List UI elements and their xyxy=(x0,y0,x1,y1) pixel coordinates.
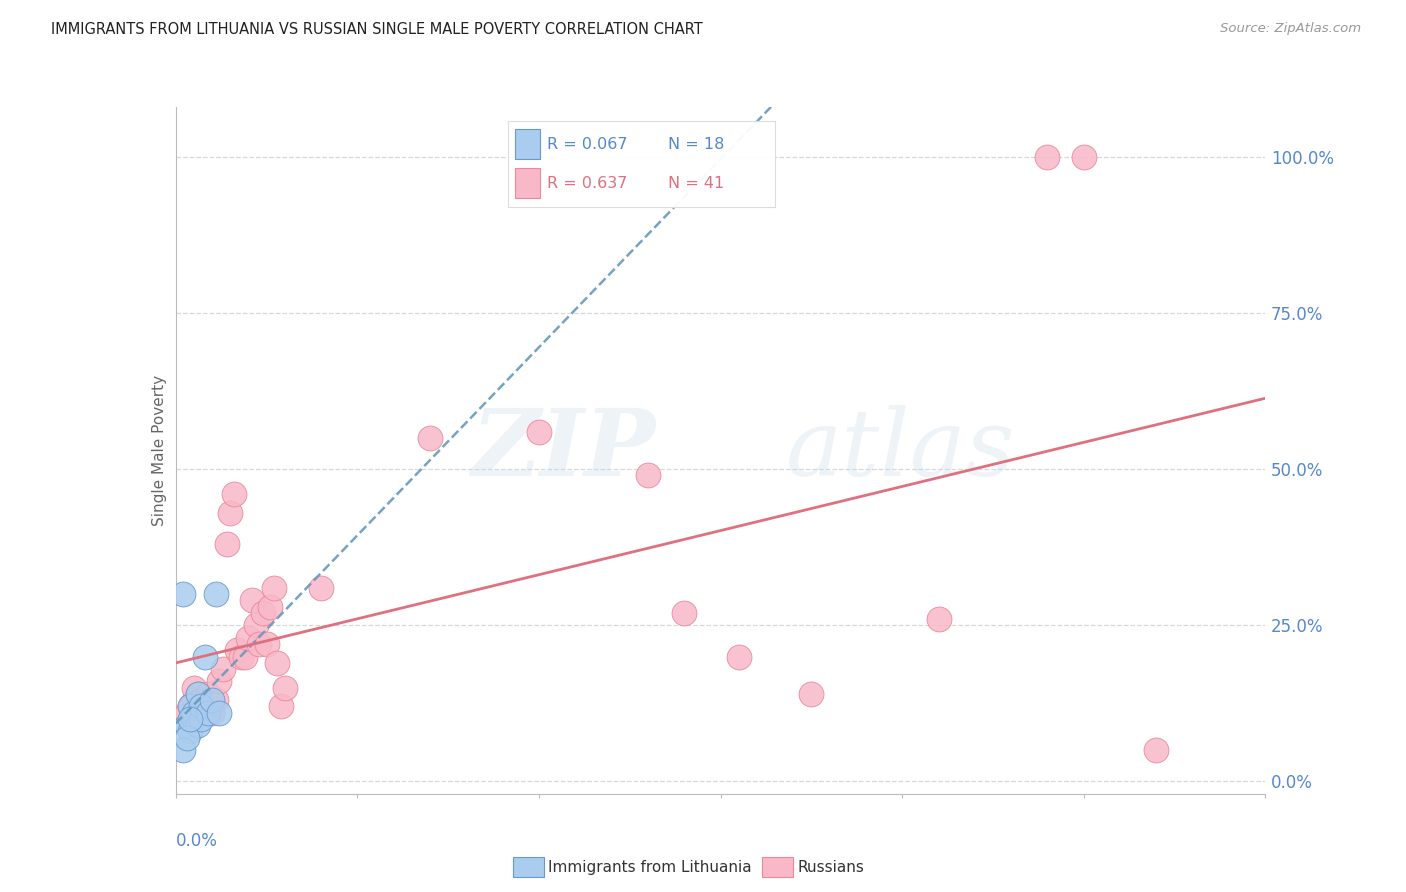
Point xyxy=(186,687,209,701)
Point xyxy=(194,649,217,664)
Text: Russians: Russians xyxy=(797,860,865,874)
Text: IMMIGRANTS FROM LITHUANIA VS RUSSIAN SINGLE MALE POVERTY CORRELATION CHART: IMMIGRANTS FROM LITHUANIA VS RUSSIAN SIN… xyxy=(51,22,703,37)
Point xyxy=(176,731,198,745)
Point xyxy=(527,425,550,439)
Point xyxy=(176,706,198,720)
Point xyxy=(247,637,270,651)
Point xyxy=(637,468,659,483)
Point xyxy=(204,587,226,601)
Point xyxy=(186,718,209,732)
Point xyxy=(179,712,201,726)
Text: atlas: atlas xyxy=(786,406,1015,495)
Text: Immigrants from Lithuania: Immigrants from Lithuania xyxy=(548,860,752,874)
Point xyxy=(212,662,235,676)
Point xyxy=(1146,743,1168,757)
Point xyxy=(215,537,238,551)
Point xyxy=(183,706,205,720)
Point xyxy=(263,581,285,595)
Point xyxy=(172,587,194,601)
Point xyxy=(226,643,249,657)
Point xyxy=(1073,150,1095,164)
Point xyxy=(673,606,696,620)
Point xyxy=(176,718,198,732)
Point xyxy=(183,693,205,707)
Point xyxy=(190,712,212,726)
Point xyxy=(179,724,201,739)
Point xyxy=(240,593,263,607)
Point xyxy=(190,693,212,707)
Text: 0.0%: 0.0% xyxy=(176,831,218,850)
Point xyxy=(245,618,267,632)
Point xyxy=(270,699,292,714)
Point xyxy=(183,712,205,726)
Point xyxy=(309,581,332,595)
Point xyxy=(179,699,201,714)
Point xyxy=(197,706,219,720)
Point xyxy=(197,687,219,701)
Point xyxy=(1036,150,1059,164)
Point xyxy=(800,687,823,701)
Point xyxy=(190,699,212,714)
Point xyxy=(419,431,441,445)
Text: ZIP: ZIP xyxy=(471,406,655,495)
Point xyxy=(233,649,256,664)
Point xyxy=(266,656,288,670)
Point xyxy=(727,649,749,664)
Point xyxy=(172,743,194,757)
Point xyxy=(179,712,201,726)
Point xyxy=(208,706,231,720)
Point xyxy=(204,693,226,707)
Point xyxy=(222,487,245,501)
Point xyxy=(219,506,242,520)
Point xyxy=(179,699,201,714)
Y-axis label: Single Male Poverty: Single Male Poverty xyxy=(152,375,167,526)
Point xyxy=(194,699,217,714)
Point xyxy=(256,637,278,651)
Point xyxy=(238,631,260,645)
Point xyxy=(928,612,950,626)
Point xyxy=(259,599,281,614)
Point xyxy=(201,706,224,720)
Point xyxy=(252,606,274,620)
Point xyxy=(186,687,209,701)
Text: Source: ZipAtlas.com: Source: ZipAtlas.com xyxy=(1220,22,1361,36)
Point xyxy=(201,693,224,707)
Point xyxy=(274,681,297,695)
Point xyxy=(183,681,205,695)
Point xyxy=(208,674,231,689)
Point xyxy=(231,649,253,664)
